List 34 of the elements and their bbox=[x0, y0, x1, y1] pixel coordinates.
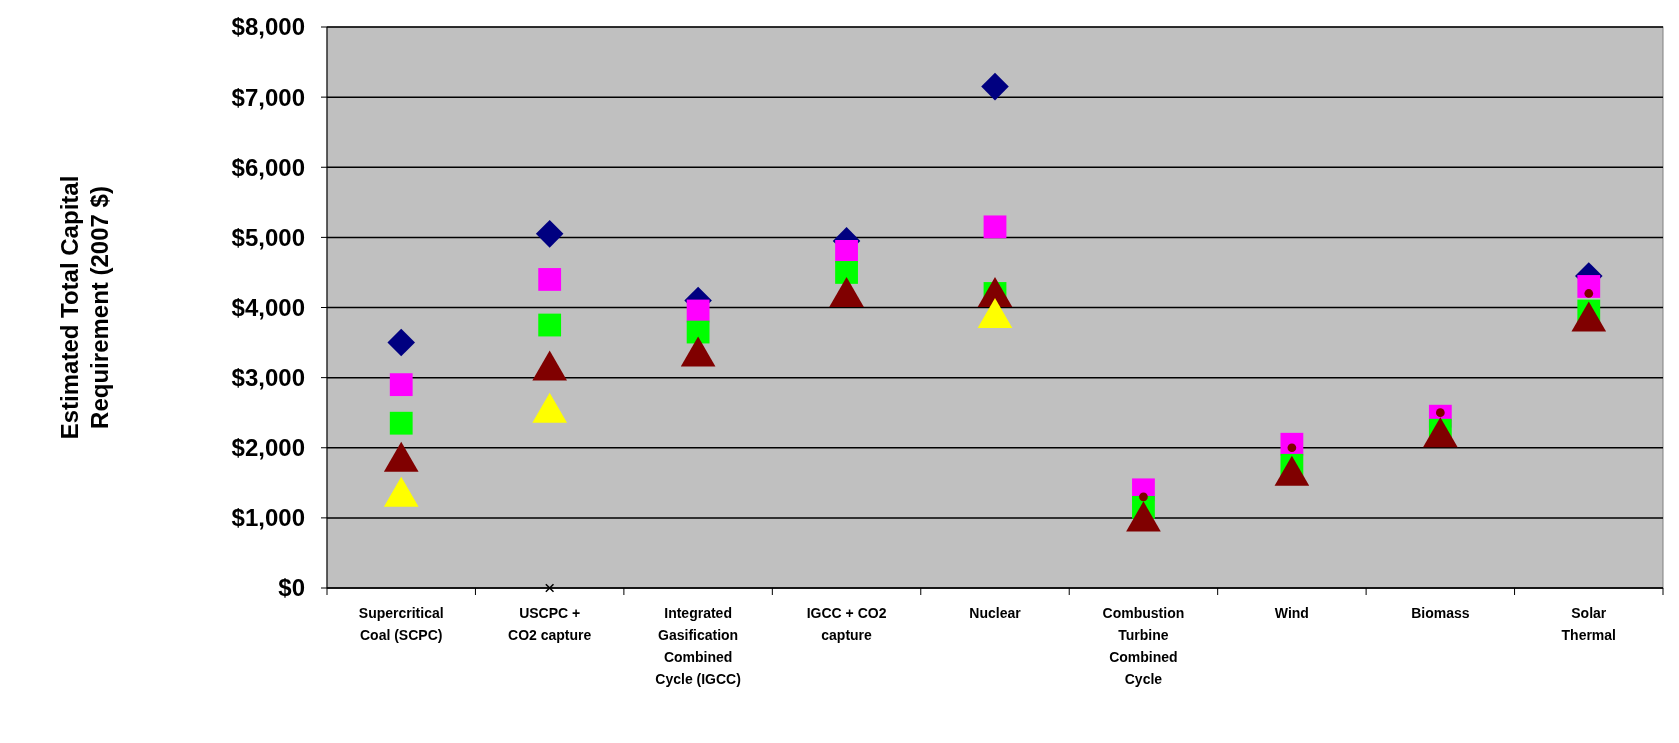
y-tick-label: $3,000 bbox=[231, 364, 305, 392]
point bbox=[981, 72, 1009, 101]
point bbox=[983, 215, 1007, 239]
y-tick-label: $1,000 bbox=[231, 504, 305, 532]
point bbox=[545, 583, 555, 593]
x-tick-label: IGCC + CO2 capture bbox=[806, 605, 887, 643]
point bbox=[389, 373, 413, 397]
point bbox=[1584, 289, 1594, 298]
y-tick-label: $5,000 bbox=[231, 223, 305, 251]
point bbox=[387, 328, 416, 357]
x-tick-label: Integrated Gasification Combined Cycle (IGCC) bbox=[655, 605, 741, 687]
y-tick-label: $7,000 bbox=[231, 83, 305, 111]
y-tick-label: $8,000 bbox=[231, 13, 305, 41]
y-tick-label: $0 bbox=[278, 574, 305, 602]
point bbox=[686, 299, 710, 323]
y-tick-label: $4,000 bbox=[231, 293, 305, 321]
x-tick-label: Supercritical Coal (SCPC) bbox=[358, 605, 444, 643]
y-tick-label: $6,000 bbox=[231, 153, 305, 181]
x-tick-label: Nuclear bbox=[969, 605, 1022, 621]
point bbox=[686, 320, 710, 344]
x-tick-label: USCPC + CO2 capture bbox=[508, 605, 592, 643]
point bbox=[538, 313, 562, 337]
y-axis-title: Estimated Total Capital Requirement (2007 $) bbox=[56, 175, 113, 440]
point bbox=[538, 268, 562, 291]
x-tick-label: Wind bbox=[1274, 605, 1309, 621]
point bbox=[1139, 492, 1148, 502]
point bbox=[389, 411, 413, 435]
point bbox=[835, 240, 858, 263]
x-tick-label: Biomass bbox=[1411, 605, 1470, 621]
point bbox=[535, 220, 564, 248]
y-tick-label: $2,000 bbox=[231, 434, 305, 462]
x-tick-label: Solar Thermal bbox=[1561, 605, 1617, 643]
x-tick-label: Combustion Turbine Combined Cycle bbox=[1102, 605, 1185, 687]
point bbox=[835, 261, 858, 284]
